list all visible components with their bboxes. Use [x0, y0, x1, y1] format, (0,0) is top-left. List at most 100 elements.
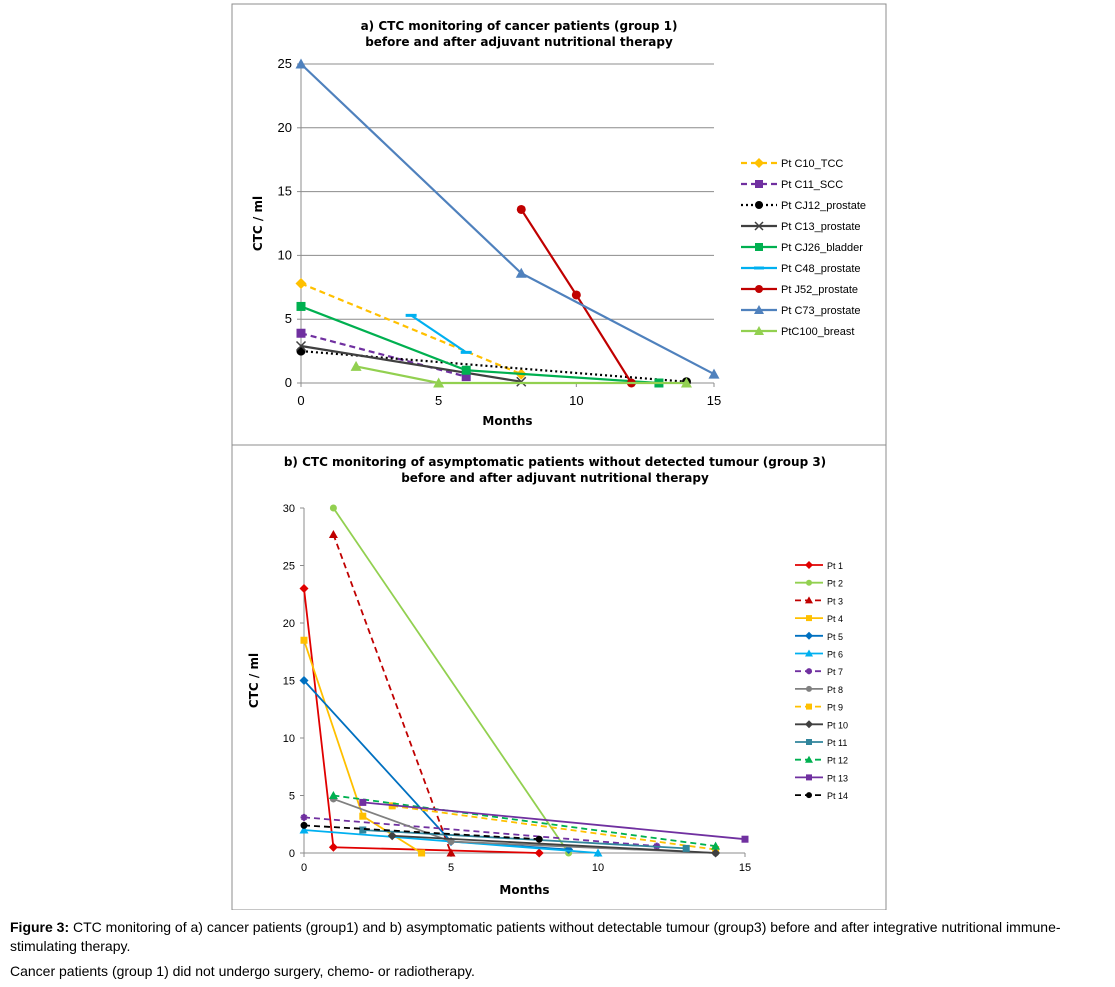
panel-b-series-line [332, 534, 452, 854]
panel-b-legend-item: Pt 2 [795, 579, 843, 589]
panel-a-subtitle: before and after adjuvant nutritional th… [365, 35, 673, 49]
panel-a-data-point [516, 376, 527, 387]
panel-b-legend: Pt 1 Pt 2 Pt 3 Pt 4 Pt 5 Pt 6 Pt 7 Pt 8 Pt 9 Pt 1… [795, 561, 848, 801]
panel-b-data-point [328, 791, 338, 799]
panel-b-legend-marker [806, 739, 812, 745]
panel-b-data-point [328, 529, 338, 538]
panel-a-data-point [295, 340, 307, 352]
panel-b-title: b) CTC monitoring of asymptomatic patien… [284, 455, 826, 469]
panel-b-chart: b) CTC monitoring of asymptomatic patien… [247, 455, 848, 897]
figure-3: a) CTC monitoring of cancer patients (gr… [231, 3, 887, 910]
panel-b-legend-label: Pt 14 [827, 791, 848, 801]
panel-b-legend-marker [806, 685, 812, 692]
panel-b-legend-label: Pt 1 [827, 561, 843, 571]
panel-a-data-point [461, 365, 471, 375]
panel-a-x-axis-title: Months [482, 414, 532, 428]
panel-a-data-point [516, 204, 526, 214]
panel-b-data-point [299, 584, 309, 593]
panel-a-x-tick-label: 15 [707, 393, 721, 408]
panel-b-series-12 [328, 791, 721, 850]
panel-a-data-point [296, 301, 306, 311]
panel-b-x-tick-label: 0 [301, 862, 307, 874]
panel-a-series-9 [350, 360, 692, 388]
panel-a-legend: Pt C10_TCC Pt C11_SCC Pt CJ12_prostate Pt C… [741, 158, 866, 338]
panel-b-data-point [593, 848, 603, 857]
panel-b-legend-marker [806, 579, 812, 586]
panel-b-data-point [300, 813, 308, 821]
panel-b-y-tick-label: 30 [283, 503, 295, 515]
panel-a-legend-marker [754, 158, 764, 168]
panel-b-legend-marker [805, 720, 813, 729]
panel-a-y-tick-label: 25 [278, 56, 292, 71]
panel-a-data-point [296, 346, 306, 356]
panel-a-data-point [680, 377, 692, 388]
panel-a-series-line [410, 314, 467, 354]
panel-b-data-point [387, 831, 397, 841]
panel-a-y-tick-label: 5 [285, 311, 292, 326]
panel-b-y-tick-label: 10 [283, 733, 295, 745]
panel-a-data-point [350, 360, 362, 371]
panel-b-series-line [362, 801, 746, 841]
panel-b-x-tick-label: 10 [592, 862, 604, 874]
panel-a-legend-marker [754, 305, 764, 314]
panel-b-data-point [300, 636, 308, 644]
panel-a-legend-marker [755, 201, 763, 209]
panel-b-series-line [332, 507, 570, 854]
panel-b-data-point [359, 826, 367, 834]
panel-b-y-tick-label: 15 [283, 676, 295, 688]
panel-b-legend-item: Pt 11 [795, 738, 847, 748]
panel-b-legend-label: Pt 6 [827, 650, 843, 660]
panel-a-legend-marker [754, 326, 764, 335]
panel-a-legend-item: Pt C10_TCC [741, 158, 843, 170]
caption-label: Figure 3: [10, 919, 70, 935]
panel-b-series-line [333, 794, 716, 847]
panel-a-series-8 [295, 58, 720, 379]
panel-b-legend-marker [806, 703, 812, 710]
panel-a-x-tick-label: 0 [297, 393, 304, 408]
panel-b-data-point [299, 676, 309, 685]
panel-b-legend-marker [806, 615, 812, 622]
panel-b-x-tick-label: 5 [448, 862, 454, 874]
panel-b-legend-item: Pt 5 [795, 631, 843, 642]
panel-a-x-tick-label: 10 [569, 393, 583, 408]
panel-b-legend-label: Pt 11 [827, 738, 847, 748]
panel-b-legend-marker [805, 755, 813, 763]
panel-b-legend-item: Pt 6 [795, 649, 843, 660]
panel-a-y-tick-label: 0 [285, 375, 292, 390]
panel-b-series-10 [387, 831, 721, 858]
panel-b-legend-label: Pt 5 [827, 632, 843, 642]
panel-a-y-tick-label: 15 [278, 184, 292, 199]
panel-b-data-point [359, 812, 367, 820]
panel-b-legend-label: Pt 13 [827, 773, 848, 783]
panel-a-legend-label: Pt C73_prostate [781, 305, 861, 317]
panel-a-legend-item: Pt CJ12_prostate [741, 200, 866, 212]
panel-a-legend-item: Pt C48_prostate [741, 263, 861, 275]
panel-b-subtitle: before and after adjuvant nutritional th… [401, 471, 709, 485]
panel-b-legend-item: Pt 7 [795, 667, 843, 677]
panel-b-legend-label: Pt 10 [827, 720, 848, 730]
panel-a-legend-label: Pt C10_TCC [781, 158, 843, 170]
panel-a-data-point [515, 267, 527, 278]
panel-b-legend-marker [805, 596, 813, 604]
panel-a-legend-label: PtC100_breast [781, 326, 854, 338]
panel-b-legend-marker [805, 561, 813, 569]
panel-a-legend-label: Pt C48_prostate [781, 263, 861, 275]
panel-a-legend-item: Pt C73_prostate [741, 305, 861, 317]
panel-a-frame [231, 3, 887, 446]
panel-a-y-tick-label: 20 [278, 120, 292, 135]
caption-text: CTC monitoring of a) cancer patients (gr… [10, 919, 1061, 954]
panel-a-data-point [461, 372, 471, 382]
panel-b-legend-marker [806, 774, 812, 781]
panel-a-legend-item: Pt C13_prostate [741, 221, 861, 233]
panel-b-legend-item: Pt 3 [795, 596, 843, 606]
panel-a-series-7 [516, 204, 636, 388]
panel-a-legend-marker [755, 243, 763, 251]
panel-a-legend-item: Pt C11_SCC [741, 179, 843, 191]
panel-b-legend-item: Pt 4 [795, 614, 843, 624]
panel-b-data-point [446, 848, 456, 857]
panel-b-y-tick-label: 5 [289, 791, 295, 803]
panel-b-data-point [741, 835, 749, 843]
panel-b-legend-label: Pt 8 [827, 685, 843, 695]
panel-b-data-point [329, 504, 337, 512]
panel-a-legend-marker [755, 285, 763, 293]
